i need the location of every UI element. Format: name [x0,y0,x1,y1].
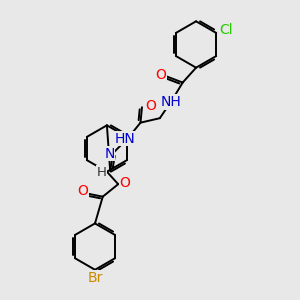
Text: O: O [77,184,88,198]
Text: O: O [119,176,130,190]
Text: N: N [104,147,115,160]
Text: O: O [145,99,156,113]
Text: NH: NH [160,95,181,109]
Text: H: H [96,166,106,179]
Text: O: O [156,68,167,82]
Text: Br: Br [87,271,103,285]
Text: HN: HN [115,132,135,146]
Text: Cl: Cl [220,23,233,37]
